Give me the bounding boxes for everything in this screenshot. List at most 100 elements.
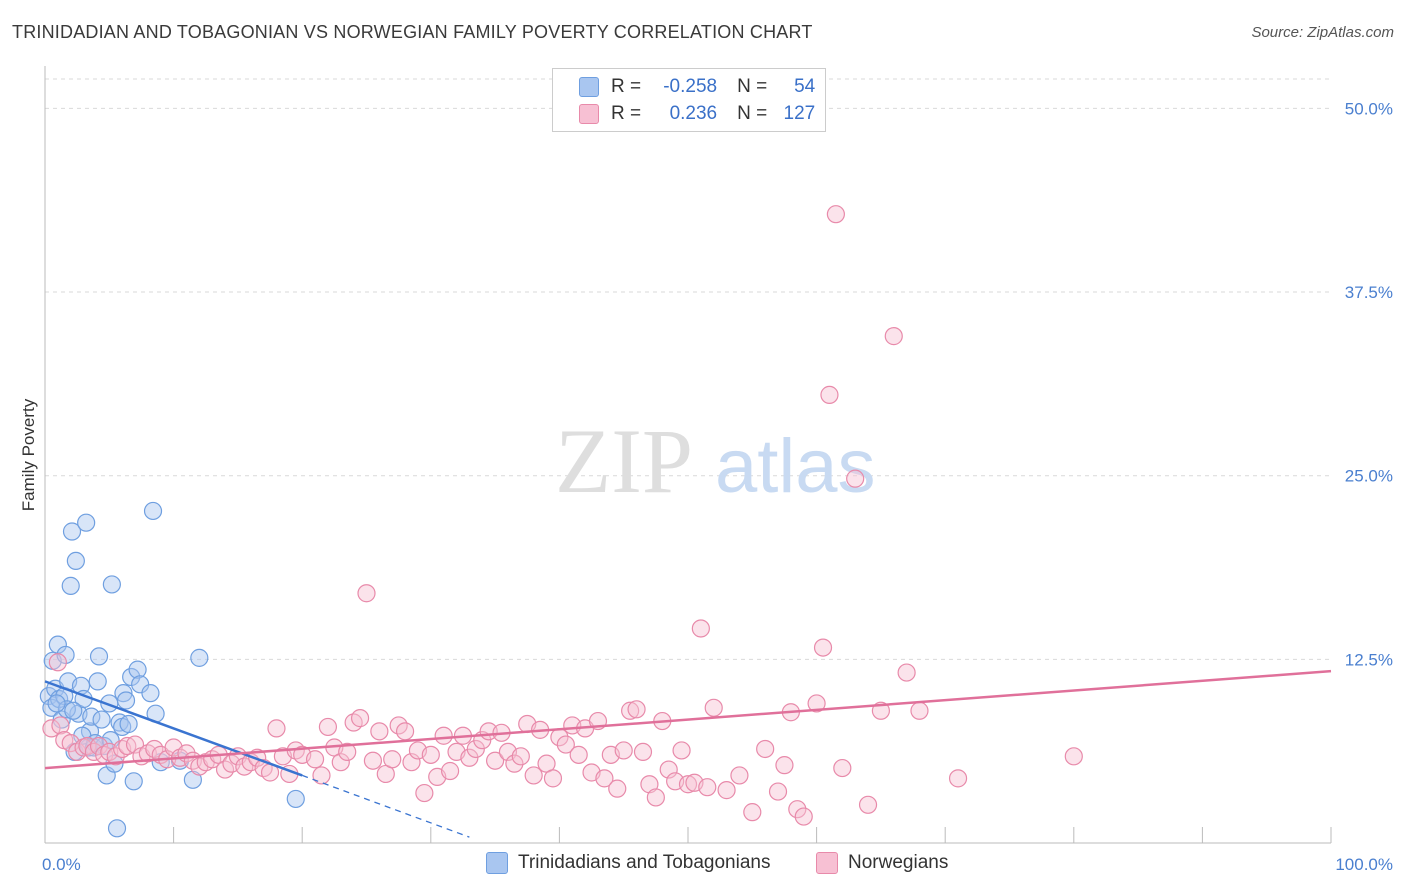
legend-r-label: R = — [611, 103, 642, 124]
data-point — [286, 789, 305, 809]
y-tick-label: 25.0% — [1345, 467, 1393, 486]
data-point — [82, 707, 101, 726]
data-point — [621, 701, 640, 720]
data-point — [884, 327, 903, 346]
data-point — [141, 684, 160, 703]
data-point — [363, 751, 383, 770]
data-point — [794, 807, 813, 826]
data-point — [51, 716, 70, 735]
bottom-legend-swatch-blue — [486, 852, 508, 874]
data-point — [1064, 747, 1083, 766]
data-point — [357, 584, 376, 603]
data-point — [124, 772, 143, 791]
data-point — [128, 660, 147, 679]
data-point — [826, 205, 845, 224]
bottom-legend-label: Norwegians — [848, 852, 949, 873]
data-point — [730, 766, 749, 785]
grid-lines — [45, 78, 1331, 660]
y-tick-label: 50.0% — [1345, 99, 1393, 118]
data-point — [646, 788, 665, 807]
data-point — [47, 694, 66, 713]
data-point — [331, 753, 350, 772]
y-axis-label: Family Poverty — [19, 398, 38, 511]
data-point — [318, 717, 338, 737]
trend-line — [44, 680, 303, 777]
data-point — [350, 709, 370, 728]
data-point — [608, 779, 627, 798]
data-point — [524, 766, 543, 785]
data-point — [119, 714, 138, 734]
data-point — [305, 750, 325, 769]
data-point — [77, 513, 96, 532]
data-point — [897, 663, 916, 682]
data-point — [788, 800, 807, 819]
legend-row-norwegian: R = 0.236 N = 127 — [579, 102, 815, 126]
data-point — [312, 766, 331, 785]
data-point — [672, 741, 691, 760]
data-point — [910, 701, 929, 720]
data-point — [92, 710, 111, 729]
data-point — [56, 645, 75, 665]
data-point — [717, 781, 736, 800]
data-point — [614, 741, 633, 760]
bottom-legend-norwegian: Norwegians — [816, 852, 948, 874]
data-point — [569, 745, 588, 764]
data-point — [948, 769, 968, 788]
data-point — [678, 775, 698, 794]
data-point — [627, 700, 646, 719]
data-point — [48, 653, 67, 672]
x-tick-label: 100.0% — [1335, 855, 1393, 874]
data-point — [756, 739, 775, 759]
tick-labels: 12.5% 25.0% 37.5% 50.0% 0.0% 100.0% — [42, 99, 1393, 874]
data-point — [633, 742, 653, 762]
bottom-legend-swatch-pink — [816, 852, 838, 874]
data-point — [190, 648, 209, 667]
chart-title: TRINIDADIAN AND TOBAGONIAN VS NORWEGIAN … — [12, 22, 813, 42]
data-point — [89, 647, 109, 666]
data-point — [402, 753, 421, 772]
data-point — [383, 750, 402, 769]
data-point — [543, 769, 563, 788]
data-point — [39, 686, 58, 706]
data-point — [698, 778, 717, 797]
data-point — [434, 726, 453, 745]
data-point — [486, 751, 505, 770]
data-point — [415, 783, 434, 803]
trend-line — [44, 669, 1332, 770]
legend-swatch-pink — [579, 104, 599, 124]
legend-n-label: N = — [737, 103, 768, 124]
data-point — [691, 619, 710, 638]
data-point — [440, 761, 460, 781]
data-point — [775, 756, 794, 775]
data-point — [66, 551, 85, 571]
y-tick-label: 12.5% — [1345, 650, 1393, 669]
data-point — [846, 469, 865, 488]
data-point — [395, 722, 415, 741]
data-point — [768, 782, 788, 801]
data-point — [820, 385, 839, 404]
data-point — [57, 700, 76, 719]
data-point — [106, 747, 125, 766]
legend-row-trinidadian: R = -0.258 N = 54 — [579, 75, 815, 99]
data-point — [84, 742, 103, 762]
watermark-atlas: atlas — [715, 424, 876, 509]
data-point — [807, 694, 826, 713]
legend-n-value: 127 — [783, 103, 816, 124]
y-tick-label: 37.5% — [1345, 283, 1393, 302]
bottom-legend: Trinidadians and Tobagonians Norwegians — [0, 852, 1406, 878]
data-point — [833, 758, 852, 778]
data-point — [107, 819, 127, 838]
data-point — [505, 754, 524, 773]
data-point — [102, 575, 121, 594]
data-point — [743, 803, 762, 822]
data-point — [704, 698, 723, 717]
legend-r-value: 0.236 — [669, 103, 718, 124]
data-point — [338, 742, 357, 762]
legend-n-value: 54 — [794, 76, 816, 97]
bottom-legend-trinidadian: Trinidadians and Tobagonians — [486, 852, 770, 874]
data-point — [370, 722, 389, 741]
legend-r-value: -0.258 — [663, 76, 718, 97]
data-point — [125, 735, 145, 754]
data-point — [511, 747, 530, 766]
legend-n-label: N = — [737, 76, 768, 97]
